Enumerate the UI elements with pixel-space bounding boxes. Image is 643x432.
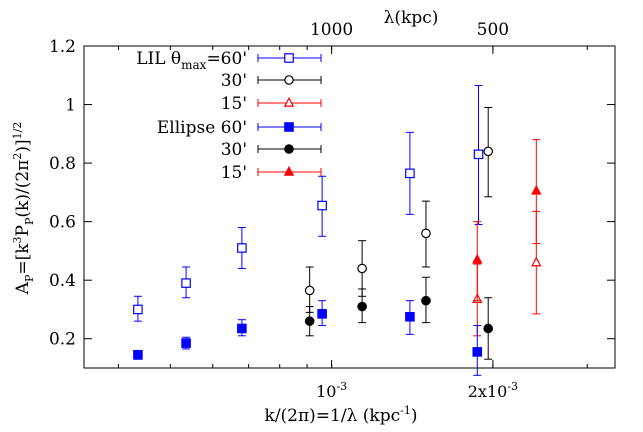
legend-marker-2 [283, 96, 295, 107]
axis-ticks: 0.2 0.4 0.6 0.8 1 1.2 10-3 2x10-3 1000 500 [49, 20, 615, 401]
series-4-point-3-marker [483, 323, 494, 334]
series-1 [304, 106, 494, 313]
legend-marker-5 [283, 165, 295, 176]
x-tick-label-0: 10-3 [316, 380, 347, 401]
legend-label-1: 30' [221, 71, 247, 91]
series-0-point-2-marker [237, 243, 247, 253]
series-0-point-4-marker [405, 168, 415, 179]
legend-label-0: LIL θmax=60' [136, 49, 247, 72]
series-0-point-0-marker [133, 304, 143, 315]
series-2 [472, 210, 542, 337]
y-tick-label-4: 1 [65, 96, 76, 116]
series-3-point-4-marker [405, 311, 415, 322]
y-tick-label-3: 0.8 [49, 154, 76, 174]
legend-label-4: 30' [221, 140, 247, 160]
series-0 [133, 85, 484, 322]
series-4-point-1-marker [357, 301, 367, 312]
legend-label-5: 15' [221, 163, 247, 183]
plot-frame [83, 45, 616, 369]
series-0-point-1-marker [181, 278, 191, 288]
series-2-point-1-marker [531, 256, 542, 267]
y-tick-label-5: 1.2 [49, 37, 76, 57]
legend-label-3: Ellipse 60' [157, 118, 247, 138]
series-3-point-0-marker [133, 350, 143, 360]
series-1-point-1-marker [357, 263, 367, 274]
y-axis-label: AP=[k3PP(k)/(2π2)]1/2 [11, 122, 36, 296]
legend-marker-1 [284, 75, 294, 85]
series-5-point-0-marker [472, 253, 483, 264]
series-5 [472, 139, 542, 302]
x-axis-label-main: k/(2π)=1/λ (kpc [265, 406, 401, 426]
y-tick-label-2: 0.6 [49, 213, 76, 233]
series-3-point-1-marker [181, 338, 191, 348]
series-1-point-3-marker [483, 146, 494, 157]
series-3-point-3-marker [317, 309, 327, 319]
series-0-point-5-marker [473, 149, 484, 160]
x-axis-label-tail: ) [411, 406, 418, 426]
series-4 [304, 276, 494, 360]
series-0-point-3-marker [317, 200, 327, 211]
series-3-point-5-marker [472, 347, 483, 357]
series-4-point-0-marker [304, 316, 315, 326]
top-axis-label: λ(kpc) [384, 8, 439, 28]
series-3-point-2-marker [237, 323, 247, 334]
top-tick-label-1: 500 [477, 20, 509, 40]
series-5-point-1-marker [531, 184, 542, 195]
x-tick-label-1: 2x10-3 [468, 380, 518, 401]
legend-marker-0 [284, 53, 294, 63]
series-1-point-2-marker [421, 228, 431, 239]
data-layer [133, 85, 542, 376]
legend-marker-4 [284, 144, 294, 154]
x-axis-label: k/(2π)=1/λ (kpc-1) [265, 404, 418, 426]
series-3 [133, 300, 483, 376]
series-1-point-0-marker [304, 285, 315, 296]
series-4-point-2-marker [421, 295, 431, 306]
y-tick-label-0: 0.2 [49, 330, 76, 350]
y-tick-label-1: 0.4 [49, 271, 76, 291]
top-tick-label-0: 1000 [310, 20, 353, 40]
legend-marker-3 [284, 122, 294, 132]
legend: LIL θmax=60'30'15'Ellipse 60'30'15' [136, 49, 322, 183]
legend-label-2: 15' [221, 94, 247, 114]
x-axis-label-sup: -1 [400, 404, 411, 417]
